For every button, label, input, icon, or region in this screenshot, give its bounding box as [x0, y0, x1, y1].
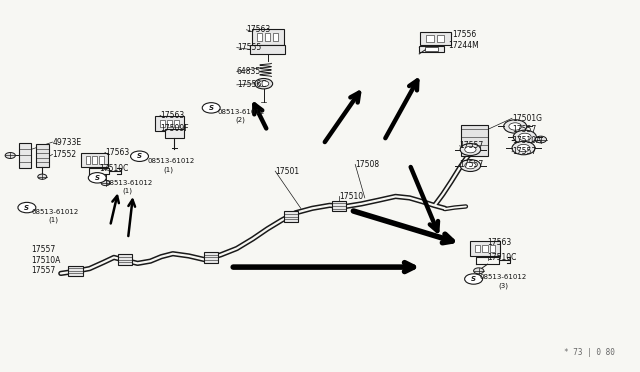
Circle shape: [460, 144, 481, 155]
Circle shape: [509, 123, 522, 130]
Bar: [273, 33, 278, 41]
Text: 17508: 17508: [355, 160, 380, 169]
Circle shape: [513, 130, 536, 144]
Bar: [483, 245, 488, 252]
Text: S: S: [209, 105, 214, 111]
Bar: [156, 116, 184, 131]
Circle shape: [535, 136, 547, 143]
Text: 17501: 17501: [275, 167, 300, 176]
Polygon shape: [461, 125, 488, 156]
Bar: [475, 245, 480, 252]
Circle shape: [474, 268, 484, 274]
Text: 17509F: 17509F: [160, 124, 189, 133]
Bar: [165, 129, 184, 138]
Bar: [19, 143, 31, 168]
Circle shape: [255, 78, 273, 89]
Text: 08513-61012: 08513-61012: [106, 180, 153, 186]
Bar: [204, 252, 218, 263]
Circle shape: [512, 141, 535, 155]
Text: 17510C: 17510C: [488, 253, 517, 262]
Bar: [160, 120, 165, 127]
Bar: [174, 120, 179, 127]
Text: 17556C: 17556C: [237, 80, 266, 89]
Text: S: S: [471, 276, 476, 282]
Text: 17556: 17556: [452, 30, 476, 39]
Circle shape: [202, 103, 220, 113]
Text: 08513-61012: 08513-61012: [218, 109, 265, 115]
Text: 17563: 17563: [160, 111, 184, 120]
Circle shape: [88, 173, 106, 183]
Text: 08513-61012: 08513-61012: [147, 158, 195, 164]
Bar: [490, 245, 495, 252]
Circle shape: [259, 81, 269, 87]
Text: 17501G: 17501G: [512, 114, 542, 123]
Text: 17510C: 17510C: [99, 164, 129, 173]
Text: 17555: 17555: [237, 43, 261, 52]
Text: 17557: 17557: [512, 147, 536, 156]
Bar: [436, 35, 444, 42]
Text: 17557: 17557: [31, 266, 55, 275]
Text: 49733E: 49733E: [52, 138, 82, 147]
Text: (1): (1): [49, 217, 59, 223]
Circle shape: [18, 202, 36, 213]
Circle shape: [5, 153, 15, 158]
Circle shape: [504, 120, 527, 133]
Text: 17552: 17552: [52, 150, 77, 159]
Text: 64835: 64835: [237, 67, 261, 76]
Bar: [265, 33, 270, 41]
Text: S: S: [24, 205, 29, 211]
Circle shape: [38, 174, 47, 179]
Text: S: S: [95, 175, 100, 181]
Bar: [36, 144, 49, 167]
Circle shape: [465, 162, 476, 169]
Text: 17510A: 17510A: [31, 256, 60, 265]
Text: 08513-61012: 08513-61012: [32, 209, 79, 215]
Text: 17563: 17563: [488, 238, 512, 247]
Text: S: S: [137, 153, 142, 159]
Bar: [425, 47, 438, 51]
Circle shape: [131, 151, 148, 161]
Bar: [419, 46, 444, 52]
Bar: [99, 156, 104, 164]
Bar: [252, 29, 284, 45]
Circle shape: [518, 133, 531, 141]
Bar: [68, 266, 83, 276]
Circle shape: [465, 274, 483, 284]
Bar: [118, 254, 132, 265]
Text: (2): (2): [236, 116, 245, 123]
Bar: [284, 211, 298, 222]
Text: 17510A: 17510A: [512, 136, 541, 145]
Text: 17557: 17557: [460, 141, 484, 150]
Text: * 73 | 0 80: * 73 | 0 80: [564, 348, 614, 357]
Text: 17557: 17557: [460, 160, 484, 169]
Bar: [81, 153, 108, 167]
Bar: [167, 120, 172, 127]
Text: 17557: 17557: [31, 246, 55, 254]
Text: (3): (3): [498, 282, 508, 289]
Text: (1): (1): [164, 166, 174, 173]
Bar: [332, 201, 346, 211]
Circle shape: [460, 160, 481, 171]
Bar: [257, 33, 262, 41]
Circle shape: [465, 146, 476, 153]
Circle shape: [101, 180, 110, 186]
Text: 17563: 17563: [106, 148, 130, 157]
Bar: [86, 156, 90, 164]
Text: (1): (1): [122, 187, 132, 194]
Bar: [426, 35, 434, 42]
Text: 17563: 17563: [246, 25, 271, 34]
Text: 17557: 17557: [512, 125, 536, 134]
Bar: [250, 45, 285, 54]
Circle shape: [517, 144, 530, 152]
Bar: [92, 156, 97, 164]
Bar: [420, 32, 451, 45]
Text: 08513-61012: 08513-61012: [480, 274, 527, 280]
Text: 17244M: 17244M: [448, 41, 479, 50]
Bar: [470, 241, 500, 256]
Text: 17510: 17510: [339, 192, 364, 201]
